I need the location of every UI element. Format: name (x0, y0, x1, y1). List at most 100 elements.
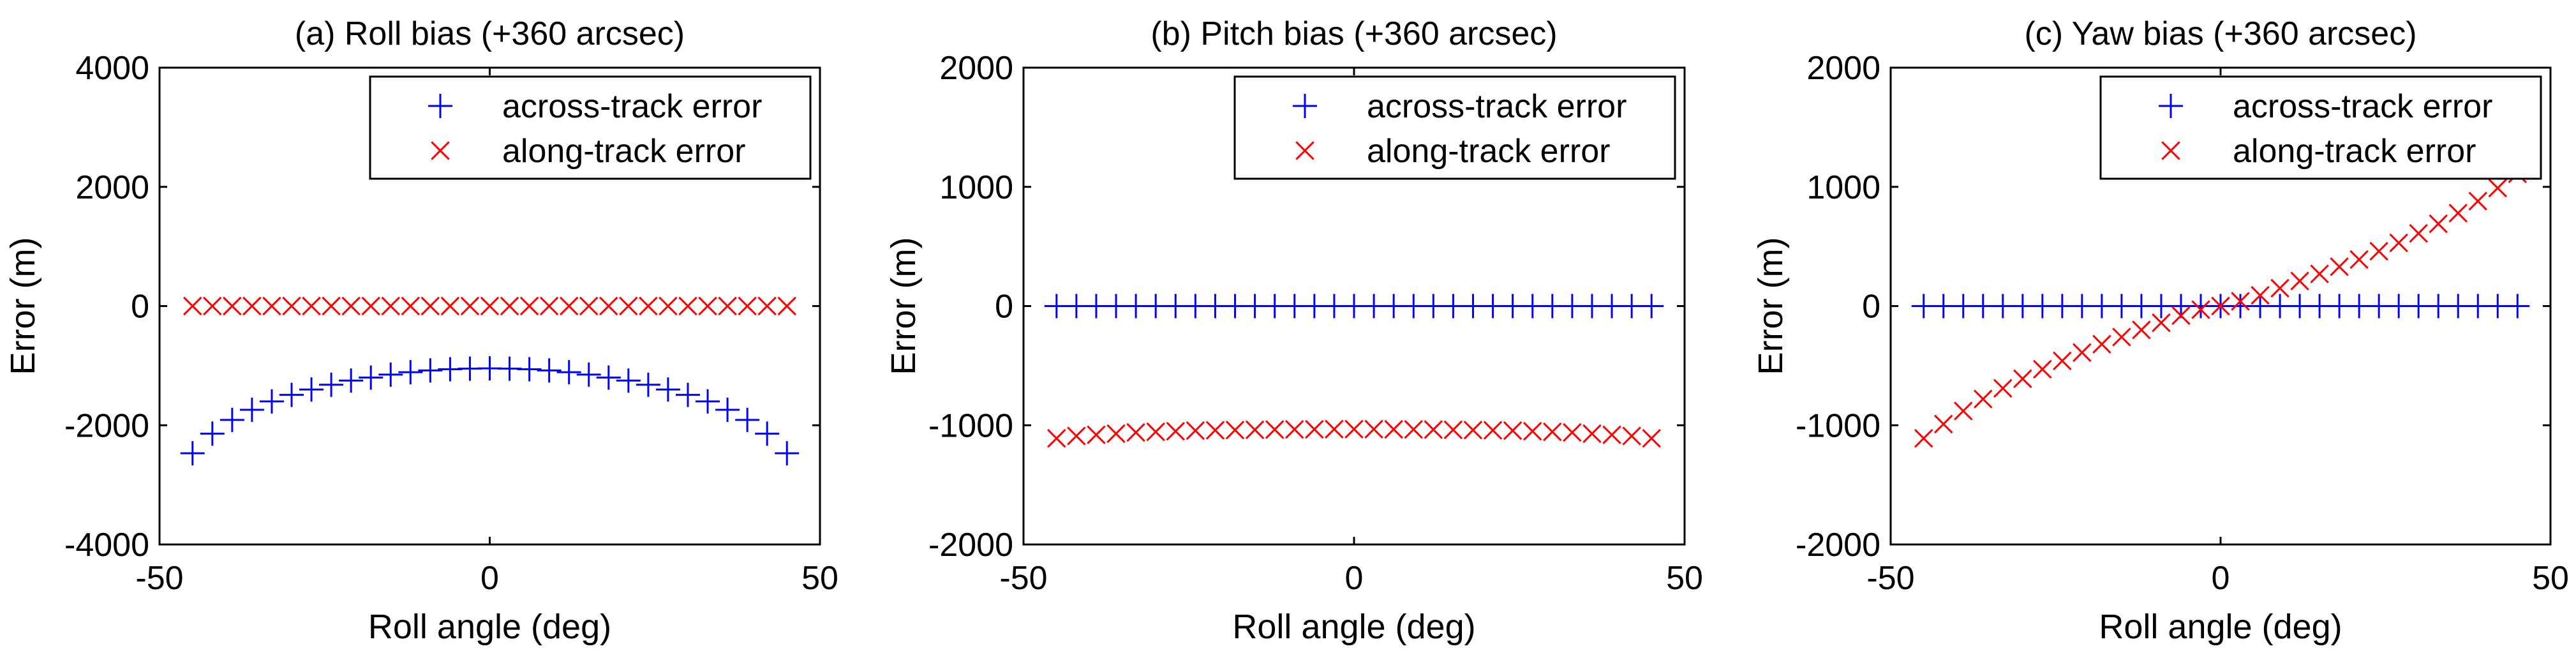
cross-marker-point (1285, 420, 1304, 439)
cross-marker-point (500, 296, 519, 316)
chart-title: (b) Pitch bias (+360 arcsec) (1150, 15, 1557, 52)
cross-marker-point (2251, 285, 2270, 305)
cross-marker-point (460, 296, 480, 316)
cross-marker-point (579, 296, 599, 316)
legend: across-track error along-track error (1233, 75, 1676, 180)
cross-marker-point (678, 296, 697, 316)
cross-marker-point (698, 296, 717, 316)
cross-marker-point (2112, 327, 2131, 347)
cross-marker-point (639, 296, 658, 316)
cross-marker-point (2448, 204, 2468, 223)
plus-marker-point (259, 389, 284, 414)
cross-marker-point (1384, 419, 1403, 439)
plus-marker-point (596, 365, 621, 390)
series-along-track (1914, 164, 2528, 448)
cross-marker-point (2330, 257, 2349, 276)
x-tick-label: 0 (1345, 560, 1364, 597)
plus-marker-point (537, 358, 562, 383)
plus-marker-point (775, 441, 800, 466)
cross-marker-point (1087, 425, 1106, 444)
chart-title: (c) Yaw bias (+360 arcsec) (2024, 15, 2416, 52)
cross-marker-point (2033, 359, 2052, 379)
x-tick-label: 0 (480, 560, 499, 597)
cross-marker-point (1642, 429, 1661, 448)
cross-marker-point (1047, 429, 1066, 448)
cross-marker-point (440, 296, 460, 316)
cross-marker-point (2152, 313, 2171, 333)
plus-marker-point (299, 377, 324, 402)
series-along-track (183, 296, 796, 316)
legend-plus-icon (428, 94, 452, 118)
cross-marker-point (1265, 420, 1284, 439)
legend-box (1233, 75, 1676, 180)
cross-marker-point (1563, 423, 1582, 442)
plus-marker-point (339, 368, 364, 393)
cross-marker-point (1126, 423, 1145, 442)
cross-marker-point (2429, 214, 2448, 234)
y-axis-label: Error (m) (884, 237, 923, 375)
y-tick-label: 2000 (75, 169, 149, 206)
y-tick-label: 0 (995, 289, 1013, 326)
plus-marker-point (180, 441, 205, 466)
cross-marker-point (777, 296, 796, 316)
cross-marker-point (322, 296, 341, 316)
legend-box (369, 75, 812, 180)
legend-cross-icon (431, 141, 450, 160)
cross-marker-point (718, 296, 737, 316)
cross-marker-point (559, 296, 579, 316)
x-tick-label: 50 (801, 560, 838, 597)
plus-marker-point (715, 397, 740, 422)
x-tick-label: -50 (999, 560, 1047, 597)
cross-marker-point (1225, 420, 1245, 440)
cross-marker-point (1325, 419, 1344, 439)
plus-marker-point (655, 377, 680, 402)
cross-marker-point (421, 296, 440, 316)
x-tick-label: 50 (2532, 560, 2569, 597)
plus-marker-point (676, 382, 700, 407)
cross-marker-point (2171, 306, 2191, 326)
x-tick-label: 0 (2212, 560, 2230, 597)
x-tick-label: -50 (1866, 560, 1914, 597)
y-tick-label: -1000 (1796, 407, 1880, 444)
x-axis-label: Roll angle (deg) (368, 608, 611, 646)
cross-marker-point (2369, 241, 2388, 261)
cross-marker-point (1404, 420, 1423, 439)
cross-marker-point (1582, 424, 1602, 444)
legend-label: across-track error (502, 88, 762, 125)
cross-marker-point (1953, 401, 1973, 421)
x-tick-label: -50 (135, 560, 183, 597)
y-tick-label: 2000 (1806, 50, 1880, 87)
legend-label: along-track error (502, 133, 745, 170)
cross-marker-point (1205, 421, 1225, 440)
x-tick-label: 50 (1666, 560, 1703, 597)
cross-marker-point (2290, 271, 2309, 291)
plus-marker-point (735, 407, 760, 432)
chart-title: (a) Roll bias (+360 arcsec) (295, 15, 685, 52)
cross-marker-point (1186, 421, 1205, 440)
cross-marker-point (2073, 343, 2092, 363)
cross-marker-point (1305, 419, 1324, 439)
y-tick-label: -1000 (928, 407, 1013, 444)
y-tick-label: 0 (131, 289, 149, 326)
y-tick-label: -2000 (928, 527, 1013, 564)
cross-marker-point (1245, 420, 1265, 440)
cross-marker-point (2132, 320, 2151, 340)
cross-marker-point (1914, 429, 1933, 448)
legend-plus-icon (1293, 94, 1317, 118)
y-tick-label: 0 (1862, 289, 1880, 326)
cross-marker-point (242, 296, 262, 316)
plus-marker-point (2505, 294, 2530, 319)
cross-marker-point (1166, 421, 1186, 441)
plus-marker-point (576, 362, 601, 387)
y-axis-label: Error (m) (4, 237, 42, 375)
y-tick-label: 1000 (939, 169, 1013, 206)
legend-cross-icon (1295, 141, 1314, 160)
cross-marker-point (1067, 426, 1086, 446)
cross-marker-point (1424, 420, 1443, 439)
legend-cross-icon (2161, 141, 2180, 160)
cross-marker-point (203, 296, 222, 316)
plus-marker-point (279, 382, 304, 407)
legend-label: along-track error (2233, 133, 2476, 170)
cross-marker-point (183, 296, 202, 316)
